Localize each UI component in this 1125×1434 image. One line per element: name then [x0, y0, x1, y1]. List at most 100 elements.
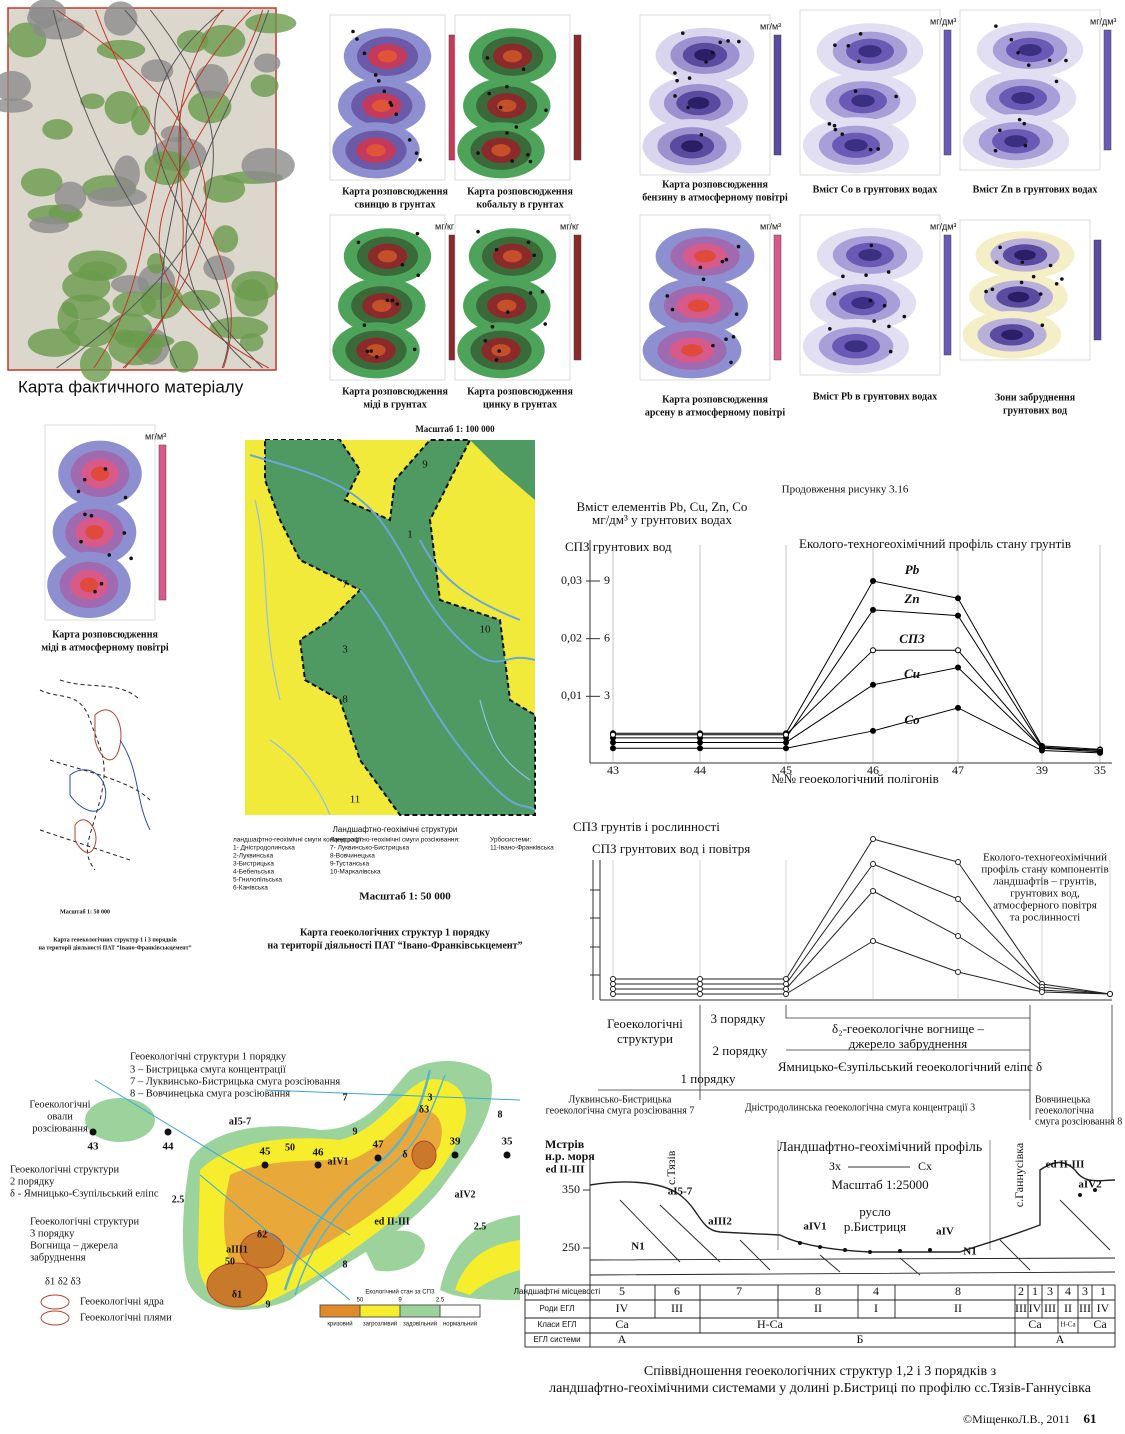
zone-number: 3: [342, 644, 348, 656]
cell: III: [1015, 1301, 1027, 1315]
profile-point: [870, 836, 876, 842]
section-title: Ландшафтно-геохімічний профіль: [778, 1140, 983, 1155]
point: [610, 745, 616, 752]
sample-point: [681, 31, 685, 35]
sample-point: [497, 349, 501, 353]
sample-point: [840, 132, 845, 136]
cross-section: [524, 1140, 1116, 1348]
sample-point: [103, 467, 108, 471]
sample-point: [853, 89, 858, 93]
row-head: Ландшафтні місцевості: [514, 1287, 601, 1296]
sample-point: [99, 581, 104, 586]
point-label: 46: [313, 1147, 325, 1159]
contour: [694, 49, 716, 61]
cell: 4: [873, 1284, 879, 1298]
sample-point: [355, 37, 359, 41]
zone-number: 8: [342, 694, 348, 706]
diagram-label: 8: [498, 1109, 503, 1120]
profile2-frame: [590, 860, 1113, 1120]
zone-number: 7: [342, 579, 348, 591]
sample-point: [1009, 37, 1014, 42]
y2-tick-label: 6: [604, 630, 610, 644]
y-tick-label: 0,02: [561, 630, 582, 644]
sample-point: [499, 105, 503, 110]
point: [955, 647, 961, 654]
cell: 1: [1032, 1284, 1038, 1298]
sample-point: [418, 157, 422, 162]
point: [697, 739, 703, 746]
profile-point: [783, 986, 789, 992]
sample-point: [1026, 63, 1031, 67]
x-tick-label: 47: [952, 763, 964, 777]
cell: III: [1079, 1301, 1091, 1315]
point: [955, 612, 961, 619]
cell: H-Ca: [757, 1317, 784, 1331]
map-patch: [113, 155, 140, 193]
point: [955, 595, 961, 602]
series-line: [613, 609, 1101, 752]
diagram-label: δ1: [232, 1289, 242, 1300]
label: Вогнища – джерела: [30, 1240, 118, 1251]
map-patch: [112, 291, 157, 317]
sample-point: [675, 78, 679, 83]
diagram-label: 9: [266, 1299, 271, 1310]
profile-point: [697, 976, 703, 982]
legend-unit: мг/м³: [760, 221, 781, 231]
sample-point: [998, 128, 1002, 133]
diagram-label: 9: [353, 1126, 358, 1137]
label: овали: [47, 1111, 73, 1122]
caption: Карта геоекологічних структур 1 порядку: [300, 927, 490, 938]
caption: Вміст Zn в грунтових водах: [973, 184, 1098, 195]
profile-point: [610, 986, 616, 992]
label: δ₂-геоекологічне вогнище –: [832, 1021, 985, 1036]
label: 7 – Луквинсько-Бистрицька смуга розсіюва…: [130, 1076, 340, 1087]
sample-point: [376, 79, 381, 83]
sample-point: [711, 343, 715, 348]
profile-point: [955, 859, 961, 865]
map-road: [56, 9, 214, 369]
contour: [858, 249, 882, 261]
contour: [79, 577, 99, 593]
point: [870, 681, 876, 688]
geo-map-zone: [265, 440, 535, 500]
map-patch: [54, 181, 87, 213]
legend-label: Pb: [905, 562, 920, 577]
sample-point: [720, 259, 725, 264]
caption: на території діяльності ПАТ “Івано-Франк…: [267, 940, 522, 951]
sample-point: [894, 94, 898, 99]
contour: [844, 139, 868, 152]
contour: [1001, 329, 1023, 341]
map-road: [154, 9, 230, 369]
label: Геоекологічні ядра: [80, 1296, 164, 1307]
contour: [681, 344, 703, 357]
contour: [687, 299, 710, 312]
label: геоекологічна смуга розсіювання 7: [546, 1105, 695, 1116]
sample-point: [869, 243, 874, 248]
sample-point: [687, 76, 692, 80]
map-patch: [212, 225, 239, 253]
sample-point: [888, 349, 893, 354]
axis-title: Вміст елементів Pb, Cu, Zn, Co: [577, 499, 748, 514]
map-patch: [241, 147, 295, 183]
contour: [687, 97, 710, 109]
zone-number: 10: [480, 624, 492, 636]
sample-point: [76, 489, 81, 494]
legend-bar: [573, 234, 582, 361]
label: Масштаб 1:25000: [831, 1177, 928, 1192]
page-number: 61: [1084, 1411, 1097, 1426]
diagram-label: aIV2: [454, 1189, 475, 1200]
map-patch: [87, 186, 147, 207]
contour: [366, 144, 386, 157]
caption: бензину в атмосферному повітрі: [642, 192, 788, 203]
map-patch: [65, 318, 116, 348]
legend-unit: мг/кг: [435, 221, 455, 231]
sample-point: [1016, 50, 1020, 55]
caption: Карта розповсюдження: [662, 179, 768, 190]
sample-point: [526, 240, 531, 245]
structure-diagram: [40, 1060, 521, 1326]
sample-point: [1038, 292, 1043, 296]
map-patch: [140, 59, 174, 82]
point: [870, 578, 876, 584]
label: Геоекологічні плями: [80, 1312, 172, 1323]
sample-point: [369, 349, 374, 353]
